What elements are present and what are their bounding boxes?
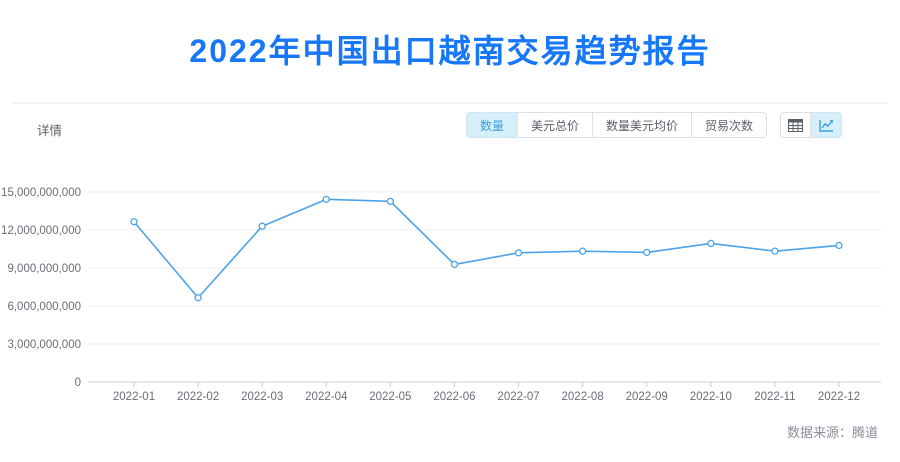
x-axis-tick-label: 2022-09 bbox=[626, 391, 668, 403]
view-toggle-group bbox=[780, 112, 842, 138]
x-axis-tick-label: 2022-12 bbox=[818, 391, 860, 403]
data-point-2022-09 bbox=[643, 248, 651, 257]
metric-tab-usd-average[interactable]: 数量美元均价 bbox=[592, 112, 692, 138]
metric-tab-trade-count[interactable]: 贸易次数 bbox=[691, 112, 767, 138]
table-icon bbox=[788, 118, 803, 132]
data-point-2022-02 bbox=[194, 294, 202, 302]
x-axis-tick-label: 2022-06 bbox=[433, 391, 475, 403]
data-point-2022-03 bbox=[258, 222, 266, 230]
toolbar: 数量 美元总价 数量美元均价 贸易次数 bbox=[465, 112, 842, 138]
x-axis-tick-label: 2022-01 bbox=[113, 391, 155, 403]
data-point-2022-06 bbox=[450, 260, 459, 269]
y-axis-tick-label: 0 bbox=[75, 377, 81, 389]
toolbar-row: 详情 数量 美元总价 数量美元均价 贸易次数 bbox=[0, 112, 900, 142]
data-point-2022-04 bbox=[322, 195, 330, 203]
metric-tab-quantity[interactable]: 数量 bbox=[465, 112, 518, 138]
data-source-label: 数据来源：腾道 bbox=[786, 425, 878, 440]
y-axis-tick-label: 9,000,000,000 bbox=[7, 263, 81, 275]
data-point-2022-01 bbox=[130, 218, 138, 226]
data-point-2022-07 bbox=[514, 249, 523, 257]
y-axis-tick-label: 3,000,000,000 bbox=[7, 339, 81, 351]
y-axis-tick-label: 15,000,000,000 bbox=[1, 187, 81, 199]
line-chart-icon bbox=[818, 119, 834, 132]
y-axis-tick-label: 6,000,000,000 bbox=[7, 301, 81, 313]
x-axis-tick-label: 2022-08 bbox=[562, 391, 604, 403]
x-axis-tick-label: 2022-03 bbox=[241, 391, 283, 403]
y-axis-tick-label: 12,000,000,000 bbox=[1, 225, 81, 237]
table-view-button[interactable] bbox=[780, 112, 811, 138]
series-line-数量 bbox=[133, 198, 840, 299]
x-axis-tick-label: 2022-04 bbox=[305, 391, 348, 403]
x-axis-tick-label: 2022-10 bbox=[690, 391, 732, 403]
page-title: 2022年中国出口越南交易趋势报告 bbox=[189, 33, 711, 69]
x-axis-tick-label: 2022-02 bbox=[177, 391, 219, 403]
metric-tab-group: 数量 美元总价 数量美元均价 贸易次数 bbox=[465, 112, 767, 138]
x-axis-tick-label: 2022-07 bbox=[497, 391, 539, 403]
data-point-2022-11 bbox=[771, 247, 779, 255]
data-point-2022-10 bbox=[707, 239, 715, 248]
chart-view-button[interactable] bbox=[811, 112, 842, 138]
divider bbox=[12, 102, 888, 104]
metric-tab-usd-total[interactable]: 美元总价 bbox=[517, 112, 593, 138]
x-axis-tick-label: 2022-11 bbox=[754, 391, 795, 403]
data-point-2022-12 bbox=[835, 241, 843, 250]
data-point-2022-08 bbox=[578, 247, 587, 255]
trend-chart: 0 3,000,000,000 6,000,000,000 9,000,000,000… bbox=[0, 150, 900, 430]
trend-line-chart-svg: 0 3,000,000,000 6,000,000,000 9,000,000,000… bbox=[1, 187, 881, 403]
x-axis-tick-label: 2022-05 bbox=[369, 391, 411, 403]
data-point-2022-05 bbox=[386, 197, 395, 206]
section-label: 详情 bbox=[37, 124, 63, 138]
